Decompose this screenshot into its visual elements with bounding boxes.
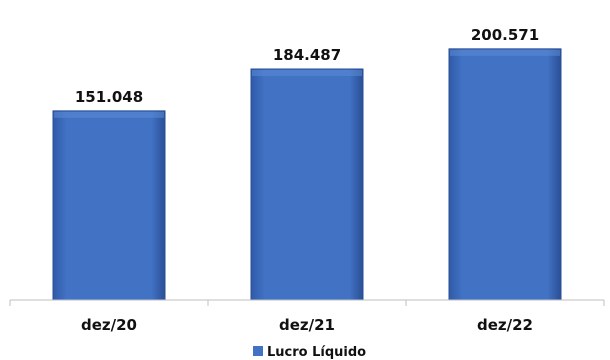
x-tick-marks [9, 300, 605, 306]
x-tick-labels: dez/20 dez/21 dez/22 [81, 316, 533, 334]
bar-highlight [450, 49, 560, 56]
data-label: 184.487 [273, 46, 341, 64]
bar-dez-20 [52, 110, 166, 301]
legend-label: Lucro Líquido [267, 345, 366, 360]
bar-dez-22 [448, 48, 562, 301]
x-tick-label: dez/22 [477, 316, 533, 334]
x-tick-label: dez/20 [81, 316, 137, 334]
data-label: 200.571 [471, 26, 539, 44]
bar-highlight [54, 111, 164, 118]
data-label: 151.048 [75, 88, 143, 106]
bar-dez-21 [250, 68, 364, 301]
legend: Lucro Líquido [253, 345, 366, 360]
bars [52, 48, 562, 301]
bar-highlight [252, 69, 362, 76]
data-labels: 151.048 184.487 200.571 [75, 26, 539, 106]
legend-swatch [253, 346, 263, 356]
x-tick-label: dez/21 [279, 316, 335, 334]
